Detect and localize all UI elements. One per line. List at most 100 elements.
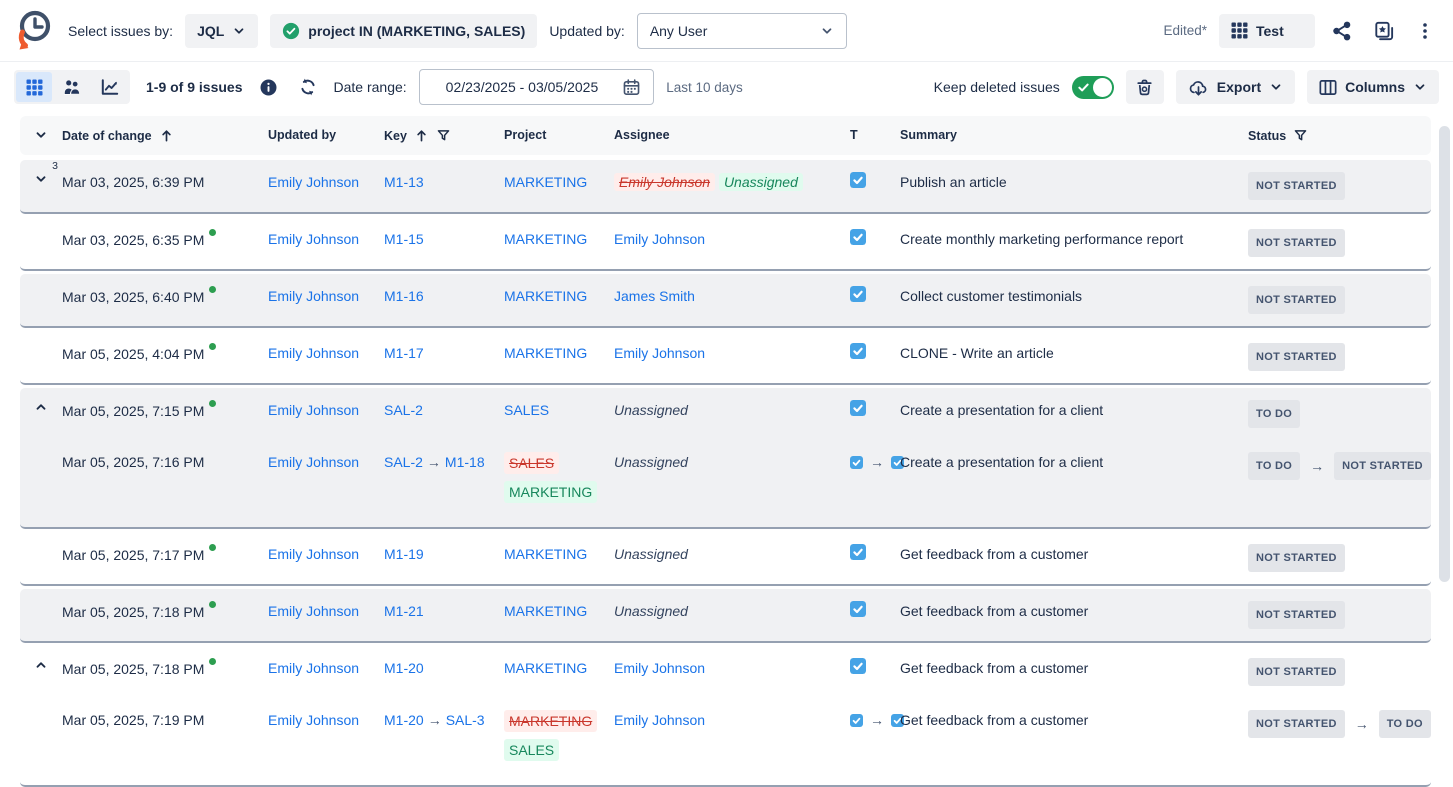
updated-by-link[interactable]: Emily Johnson: [268, 231, 359, 247]
date-range-input[interactable]: 02/23/2025 - 03/05/2025: [419, 69, 655, 105]
issue-key-link[interactable]: M1-17: [384, 345, 424, 361]
updated-by-cell: Emily Johnson: [268, 589, 384, 633]
table-row[interactable]: Mar 05, 2025, 4:04 PM Emily Johnson M1-1…: [20, 331, 1431, 383]
updated-by-link[interactable]: Emily Johnson: [268, 660, 359, 676]
assignee-link[interactable]: Emily Johnson: [614, 712, 705, 728]
column-header-project[interactable]: Project: [504, 116, 614, 154]
table-row[interactable]: Mar 03, 2025, 6:35 PM Emily Johnson M1-1…: [20, 217, 1431, 269]
table-row[interactable]: Mar 05, 2025, 7:18 PM Emily Johnson M1-2…: [20, 589, 1431, 641]
updated-by-link[interactable]: Emily Johnson: [268, 546, 359, 562]
project-link[interactable]: MARKETING: [504, 660, 587, 676]
issue-key-link[interactable]: M1-19: [384, 546, 424, 562]
chart-view-tab[interactable]: [92, 72, 128, 102]
issue-key-link[interactable]: SAL-3: [446, 712, 485, 728]
table-row[interactable]: Mar 05, 2025, 7:17 PM Emily Johnson M1-1…: [20, 532, 1431, 584]
saved-view-button[interactable]: Test: [1219, 14, 1315, 48]
info-icon[interactable]: [255, 74, 282, 101]
assignee-cell: Emily Johnson: [614, 331, 850, 375]
column-header-key[interactable]: Key: [384, 116, 504, 155]
table-row[interactable]: Mar 05, 2025, 7:19 PM Emily Johnson M1-2…: [20, 698, 1431, 773]
issue-key-link[interactable]: M1-16: [384, 288, 424, 304]
table-row[interactable]: Mar 03, 2025, 6:40 PM Emily Johnson M1-1…: [20, 274, 1431, 326]
issue-key-link[interactable]: M1-15: [384, 231, 424, 247]
project-link[interactable]: MARKETING: [504, 231, 587, 247]
project-link[interactable]: MARKETING: [504, 603, 587, 619]
column-header-assignee[interactable]: Assignee: [614, 116, 850, 154]
project-link[interactable]: MARKETING: [504, 288, 587, 304]
filter-funnel-icon[interactable]: [436, 128, 451, 143]
updated-by-link[interactable]: Emily Johnson: [268, 603, 359, 619]
updated-by-select[interactable]: Any User: [637, 13, 847, 49]
table-scrollbar[interactable]: [1439, 126, 1450, 582]
issue-key-link[interactable]: SAL-2: [384, 402, 423, 418]
unviewed-dot: [209, 658, 216, 665]
row-expand-toggle[interactable]: 3: [32, 170, 50, 188]
keep-deleted-toggle[interactable]: [1072, 76, 1114, 99]
updated-by-link[interactable]: Emily Johnson: [268, 712, 359, 728]
column-header-type[interactable]: T: [850, 116, 900, 154]
issue-key-link[interactable]: SAL-2: [384, 454, 423, 470]
issue-key-link[interactable]: M1-20: [384, 660, 424, 676]
project-link[interactable]: MARKETING: [504, 345, 587, 361]
sort-ascending-icon[interactable]: [159, 128, 174, 143]
table-row[interactable]: Mar 05, 2025, 7:16 PM Emily Johnson SAL-…: [20, 440, 1431, 515]
collapse-all-chevron-icon[interactable]: [20, 116, 62, 154]
project-link[interactable]: SALES: [504, 402, 549, 418]
row-expand-toggle[interactable]: [32, 398, 50, 416]
updated-by-link[interactable]: Emily Johnson: [268, 288, 359, 304]
updated-by-value: Any User: [650, 23, 708, 39]
issue-key-link[interactable]: M1-21: [384, 603, 424, 619]
issue-key-link[interactable]: M1-13: [384, 174, 424, 190]
jql-query-chip[interactable]: project IN (MARKETING, SALES): [270, 14, 537, 48]
assignee-link[interactable]: Emily Johnson: [614, 660, 705, 676]
chevron-down-icon: [1413, 80, 1427, 94]
share-button[interactable]: [1327, 16, 1357, 46]
row-expand-toggle[interactable]: [32, 656, 50, 674]
project-link[interactable]: MARKETING: [504, 174, 587, 190]
table-row[interactable]: Mar 05, 2025, 7:15 PM Emily Johnson SAL-…: [20, 388, 1431, 440]
change-arrow-icon: →: [1306, 456, 1328, 476]
table-row[interactable]: 3 Mar 03, 2025, 6:39 PM Emily Johnson M1…: [20, 160, 1431, 212]
table-view-tab[interactable]: [16, 72, 52, 102]
users-view-tab[interactable]: [54, 72, 90, 102]
assignee-added: Unassigned: [719, 173, 803, 191]
assignee-link[interactable]: Emily Johnson: [614, 345, 705, 361]
column-header-updated-by[interactable]: Updated by: [268, 116, 384, 154]
column-header-date[interactable]: Date of change: [62, 116, 268, 155]
issue-key-link[interactable]: M1-18: [445, 454, 485, 470]
issue-key-link[interactable]: M1-20: [384, 712, 424, 728]
change-arrow-icon: →: [1351, 714, 1373, 734]
summary-cell: Create a presentation for a client: [900, 440, 1248, 484]
sort-ascending-icon[interactable]: [414, 128, 429, 143]
chevron-down-icon: [232, 24, 246, 38]
status-cell: NOT STARTED: [1248, 589, 1431, 641]
updated-by-link[interactable]: Emily Johnson: [268, 454, 359, 470]
trash-button[interactable]: [1126, 70, 1164, 104]
kebab-menu-button[interactable]: [1411, 16, 1439, 46]
assignee-unassigned: Unassigned: [614, 454, 688, 470]
view-switcher: [14, 70, 130, 104]
type-cell: [850, 589, 900, 629]
project-link[interactable]: MARKETING: [504, 546, 587, 562]
calendar-icon: [622, 78, 641, 97]
assignee-link[interactable]: James Smith: [614, 288, 695, 304]
table-row[interactable]: Mar 05, 2025, 7:18 PM Emily Johnson M1-2…: [20, 646, 1431, 698]
updated-by-link[interactable]: Emily Johnson: [268, 402, 359, 418]
assignee-link[interactable]: Emily Johnson: [614, 231, 705, 247]
updated-by-link[interactable]: Emily Johnson: [268, 174, 359, 190]
key-cell: M1-17: [384, 331, 504, 375]
date-range-value: 02/23/2025 - 03/05/2025: [432, 79, 613, 95]
updated-by-link[interactable]: Emily Johnson: [268, 345, 359, 361]
column-header-summary[interactable]: Summary: [900, 116, 1248, 154]
column-header-status[interactable]: Status: [1248, 116, 1431, 155]
columns-button[interactable]: Columns: [1307, 70, 1439, 104]
refresh-icon[interactable]: [294, 73, 322, 101]
task-type-icon: [850, 456, 863, 469]
export-button[interactable]: Export: [1176, 70, 1295, 104]
updated-by-cell: Emily Johnson: [268, 388, 384, 432]
filter-funnel-icon[interactable]: [1293, 128, 1308, 143]
task-type-icon: [850, 172, 866, 188]
status-cell: NOT STARTED: [1248, 217, 1431, 269]
saved-views-icon-button[interactable]: [1369, 16, 1399, 46]
jql-mode-button[interactable]: JQL: [185, 14, 258, 48]
